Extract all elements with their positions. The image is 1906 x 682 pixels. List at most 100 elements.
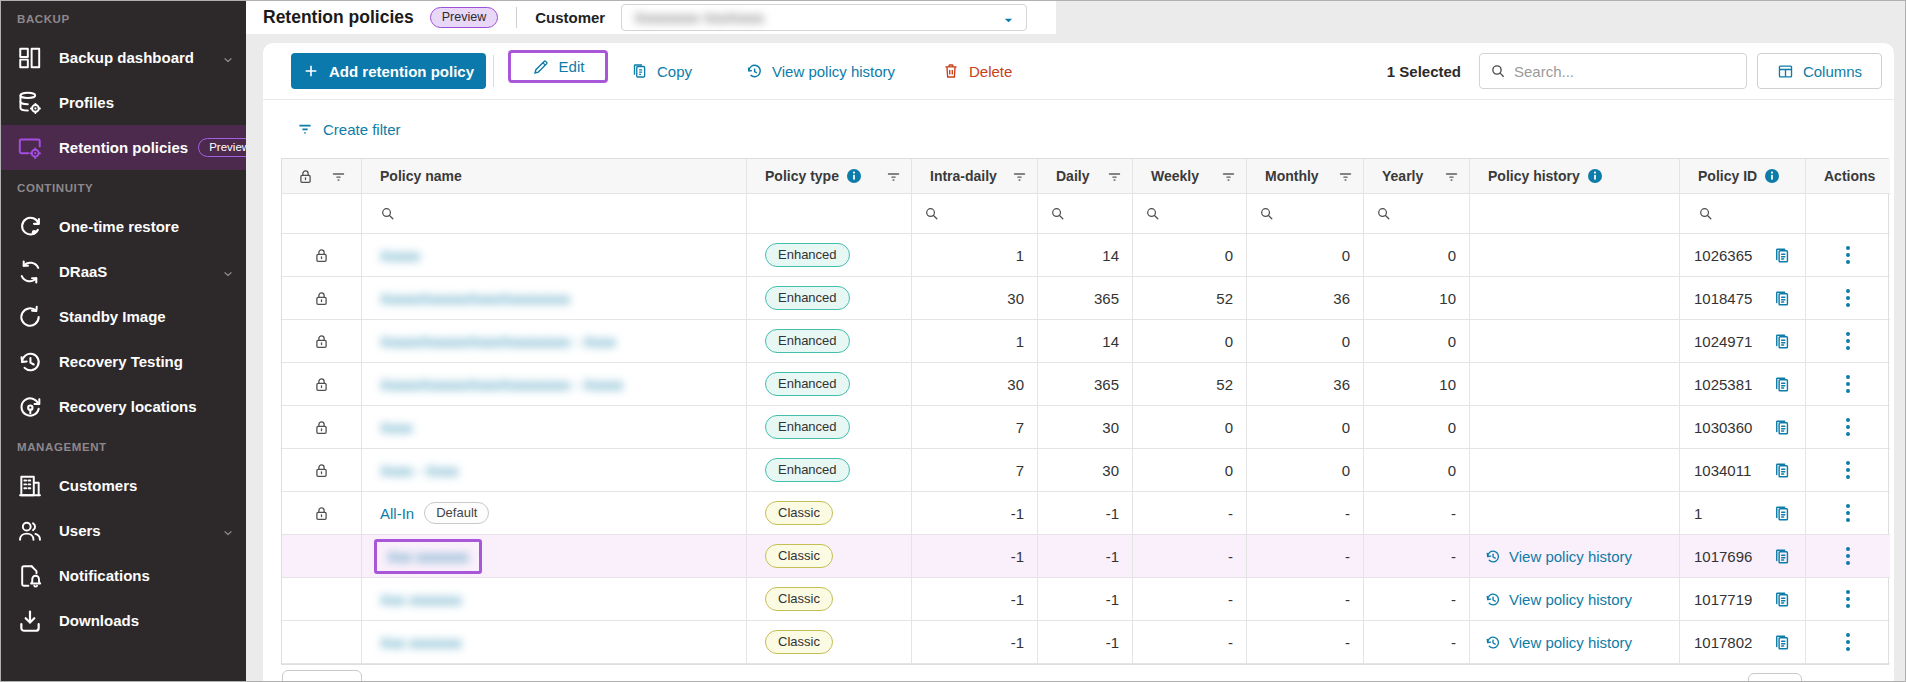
sidebar-item-notifications[interactable]: Notifications xyxy=(1,553,246,598)
view-policy-history-link[interactable]: View policy history xyxy=(1484,548,1632,565)
copy-id-icon[interactable] xyxy=(1772,547,1791,566)
column-header-daily[interactable]: Daily xyxy=(1038,159,1133,194)
column-search-monthly[interactable] xyxy=(1247,194,1364,234)
cell-row-select[interactable] xyxy=(282,234,362,277)
sidebar-item-retention-policies[interactable]: Retention policiesPreview xyxy=(1,125,246,170)
column-search-daily[interactable] xyxy=(1038,194,1133,234)
filter-icon[interactable] xyxy=(886,169,901,184)
row-actions-menu[interactable] xyxy=(1838,242,1858,268)
sidebar-item-customers[interactable]: Customers xyxy=(1,463,246,508)
pagination-partial-button[interactable] xyxy=(282,670,362,682)
column-search-weekly[interactable] xyxy=(1133,194,1247,234)
cell-row-select[interactable] xyxy=(282,449,362,492)
row-actions-menu[interactable] xyxy=(1838,371,1858,397)
column-header-weekly[interactable]: Weekly xyxy=(1133,159,1247,194)
page-header: Retention policies Preview Customer Xxxx… xyxy=(246,1,1056,34)
sidebar-item-profiles[interactable]: Profiles xyxy=(1,80,246,125)
cell-row-select[interactable] xyxy=(282,363,362,406)
filter-icon[interactable] xyxy=(1338,169,1353,184)
column-header-yearly[interactable]: Yearly xyxy=(1364,159,1470,194)
copy-id-icon[interactable] xyxy=(1772,418,1791,437)
search-input[interactable] xyxy=(1514,63,1736,80)
policy-name-link[interactable]: Xxx xxxxxxx xyxy=(380,591,462,608)
column-search-name[interactable] xyxy=(362,194,747,234)
row-actions-menu[interactable] xyxy=(1838,457,1858,483)
columns-button[interactable]: Columns xyxy=(1757,53,1882,89)
sidebar-item-draas[interactable]: DRaaS xyxy=(1,249,246,294)
policy-name-link[interactable]: Xxxx - Xxxx xyxy=(380,462,458,479)
policy-name-link[interactable]: XxxxxXxxxxxXxxxXxxxxxxxx - Xxxx xyxy=(380,333,616,350)
sidebar-item-backup-dashboard[interactable]: Backup dashboard xyxy=(1,35,246,80)
row-actions-menu[interactable] xyxy=(1838,328,1858,354)
row-actions-menu[interactable] xyxy=(1838,543,1858,569)
cell-policy-name: Xxx xxxxxxx xyxy=(362,535,747,578)
row-actions-menu[interactable] xyxy=(1838,414,1858,440)
copy-id-icon[interactable] xyxy=(1772,289,1791,308)
search-icon xyxy=(1376,206,1391,221)
cell-row-select[interactable] xyxy=(282,406,362,449)
history-icon xyxy=(15,349,45,375)
column-header-select[interactable] xyxy=(282,159,362,194)
row-actions-menu[interactable] xyxy=(1838,285,1858,311)
column-header-policy-name[interactable]: Policy name xyxy=(362,159,747,194)
cell-row-select[interactable] xyxy=(282,535,362,578)
filter-icon[interactable] xyxy=(1012,169,1027,184)
cell-row-select[interactable] xyxy=(282,578,362,621)
column-header-monthly[interactable]: Monthly xyxy=(1247,159,1364,194)
sidebar-item-downloads[interactable]: Downloads xyxy=(1,598,246,643)
copy-id-icon[interactable] xyxy=(1772,332,1791,351)
policy-name-link[interactable]: XxxxxXxxxxxXxxxXxxxxxxxx xyxy=(380,290,570,307)
copy-id-icon[interactable] xyxy=(1772,590,1791,609)
filter-icon[interactable] xyxy=(1221,169,1236,184)
policy-name-link[interactable]: Xxx xxxxxxx xyxy=(387,548,469,565)
filter-icon[interactable] xyxy=(331,169,346,184)
view-policy-history-link[interactable]: View policy history xyxy=(1484,634,1632,651)
sidebar-item-recovery-testing[interactable]: Recovery Testing xyxy=(1,339,246,384)
view-policy-history-link[interactable]: View policy history xyxy=(1484,591,1632,608)
cell-intra: 7 xyxy=(912,406,1038,449)
cell-row-select[interactable] xyxy=(282,492,362,535)
cell-monthly: - xyxy=(1247,492,1364,535)
policy-name-link[interactable]: All-In xyxy=(380,505,414,522)
cell-weekly: 52 xyxy=(1133,277,1247,320)
sidebar-item-users[interactable]: Users xyxy=(1,508,246,553)
column-search-intra[interactable] xyxy=(912,194,1038,234)
column-header-actions[interactable]: Actions xyxy=(1806,159,1890,194)
view-policy-history-button[interactable]: View policy history xyxy=(745,62,895,80)
edit-button[interactable]: Edit xyxy=(532,58,585,76)
copy-button[interactable]: Copy xyxy=(630,62,692,80)
sidebar-item-standby-image[interactable]: Standby Image xyxy=(1,294,246,339)
sidebar-item-recovery-locations[interactable]: Recovery locations xyxy=(1,384,246,429)
copy-id-icon[interactable] xyxy=(1772,375,1791,394)
filter-icon[interactable] xyxy=(1444,169,1459,184)
cell-row-select[interactable] xyxy=(282,621,362,664)
pagination-partial-control[interactable] xyxy=(1748,673,1802,682)
policy-name-link[interactable]: XxxxxXxxxxxXxxxXxxxxxxxx - Xxxxx xyxy=(380,376,623,393)
row-actions-menu[interactable] xyxy=(1838,500,1858,526)
column-search-id[interactable] xyxy=(1680,194,1806,234)
copy-id-icon[interactable] xyxy=(1772,633,1791,652)
create-filter-button[interactable]: Create filter xyxy=(296,120,401,138)
row-actions-menu[interactable] xyxy=(1838,629,1858,655)
column-header-policy-type[interactable]: Policy type xyxy=(747,159,912,194)
column-header-policy-id[interactable]: Policy ID xyxy=(1680,159,1806,194)
policy-name-link[interactable]: Xxx xxxxxxx xyxy=(380,634,462,651)
cell-weekly: - xyxy=(1133,492,1247,535)
policy-name-link[interactable]: Xxxxx xyxy=(380,247,420,264)
filter-icon[interactable] xyxy=(1107,169,1122,184)
copy-id-icon[interactable] xyxy=(1772,504,1791,523)
copy-id-icon[interactable] xyxy=(1772,461,1791,480)
policy-name-link[interactable]: Xxxx xyxy=(380,419,413,436)
row-actions-menu[interactable] xyxy=(1838,586,1858,612)
copy-id-icon[interactable] xyxy=(1772,246,1791,265)
add-retention-policy-button[interactable]: Add retention policy xyxy=(291,53,486,89)
column-search-yearly[interactable] xyxy=(1364,194,1470,234)
sidebar-item-one-time-restore[interactable]: One-time restore xyxy=(1,204,246,249)
cell-row-select[interactable] xyxy=(282,320,362,363)
column-header-intra-daily[interactable]: Intra-daily xyxy=(912,159,1038,194)
column-header-policy-history[interactable]: Policy history xyxy=(1470,159,1680,194)
cell-daily: -1 xyxy=(1038,535,1133,578)
customer-select[interactable]: Xxxxxxxxx XxxXxxxx xyxy=(621,4,1027,31)
delete-button[interactable]: Delete xyxy=(942,62,1012,80)
cell-row-select[interactable] xyxy=(282,277,362,320)
